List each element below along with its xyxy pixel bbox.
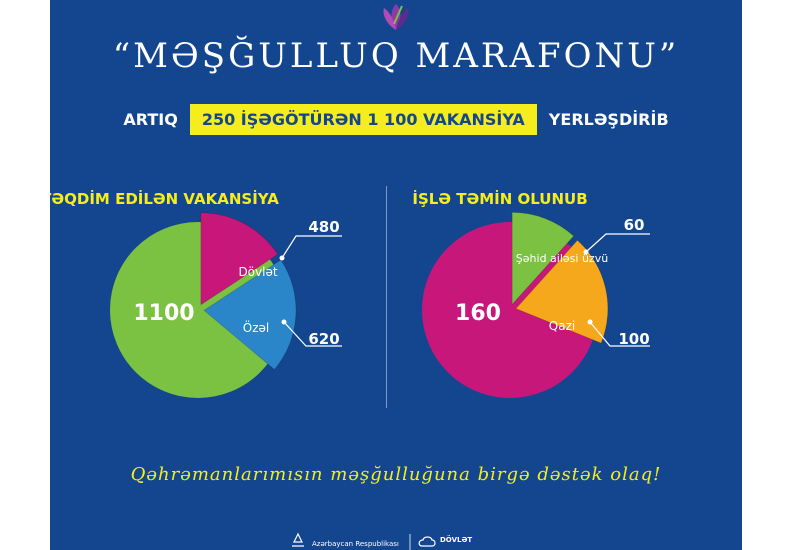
pie-total-label: 1100 — [133, 301, 194, 326]
poster: “MƏŞĞULLUQ MARAFONU” ARTIQ 250 İŞƏGÖTÜRƏ… — [50, 0, 742, 550]
leader-dot — [587, 319, 593, 325]
leader-dot — [281, 319, 287, 325]
pie-chart-vacancies — [110, 212, 297, 398]
leader-dot — [279, 255, 285, 261]
subtitle-suffix: YERLƏŞDİRİB — [548, 110, 669, 129]
bottom-logos: Azərbaycan Respublikası DÖVLƏT — [292, 532, 472, 550]
pie-slice — [203, 259, 297, 371]
chart-title: İŞLƏ TƏMİN OLUNUB — [412, 189, 587, 208]
leader-line — [283, 321, 342, 347]
flower-logo-icon — [383, 4, 409, 30]
leader-line — [585, 233, 650, 253]
cloud-logo-icon — [418, 536, 436, 547]
logo-left-text: Azərbaycan Respublikası — [312, 540, 399, 548]
pie-chart-employed — [422, 211, 609, 398]
page-title: “MƏŞĞULLUQ MARAFONU” — [112, 36, 680, 76]
slice-value: 100 — [618, 330, 649, 348]
pie-slice — [514, 239, 609, 344]
subtitle: ARTIQ 250 İŞƏGÖTÜRƏN 1 100 VAKANSİYA YER… — [50, 104, 742, 135]
emblem-icon — [292, 532, 304, 547]
slice-label: Özəl — [243, 319, 269, 335]
pie-slice — [200, 212, 279, 306]
leader-line — [589, 321, 650, 347]
subtitle-highlight: 250 İŞƏGÖTÜRƏN 1 100 VAKANSİYA — [189, 104, 537, 135]
slice-label: Şəhid ailəsi üzvü — [516, 252, 608, 265]
pie-slice — [511, 211, 575, 306]
divider — [386, 186, 387, 408]
slice-value: 60 — [624, 216, 645, 234]
slice-label: Dövlət — [238, 265, 277, 279]
slice-label-line: Şəhid ailəsi üzvü — [516, 252, 608, 265]
slice-value: 620 — [308, 330, 339, 348]
chart-title: TƏQDİM EDİLƏN VAKANSİYA — [50, 189, 279, 208]
slogan: Qəhrəmanlarımısın məşğulluğuna birgə dəs… — [130, 464, 662, 485]
leader-line — [281, 235, 342, 259]
slice-value: 480 — [308, 218, 339, 236]
charts-area: TƏQDİM EDİLƏN VAKANSİYA 1100 Dövlət Özəl… — [50, 189, 650, 398]
slice-label: Qazi — [549, 319, 575, 333]
pie-total-label: 160 — [455, 301, 501, 326]
subtitle-prefix: ARTIQ — [123, 110, 178, 129]
pie-slice-remainder — [422, 222, 598, 398]
logo-right-text: DÖVLƏT — [440, 535, 472, 544]
leader-dot — [583, 249, 589, 255]
